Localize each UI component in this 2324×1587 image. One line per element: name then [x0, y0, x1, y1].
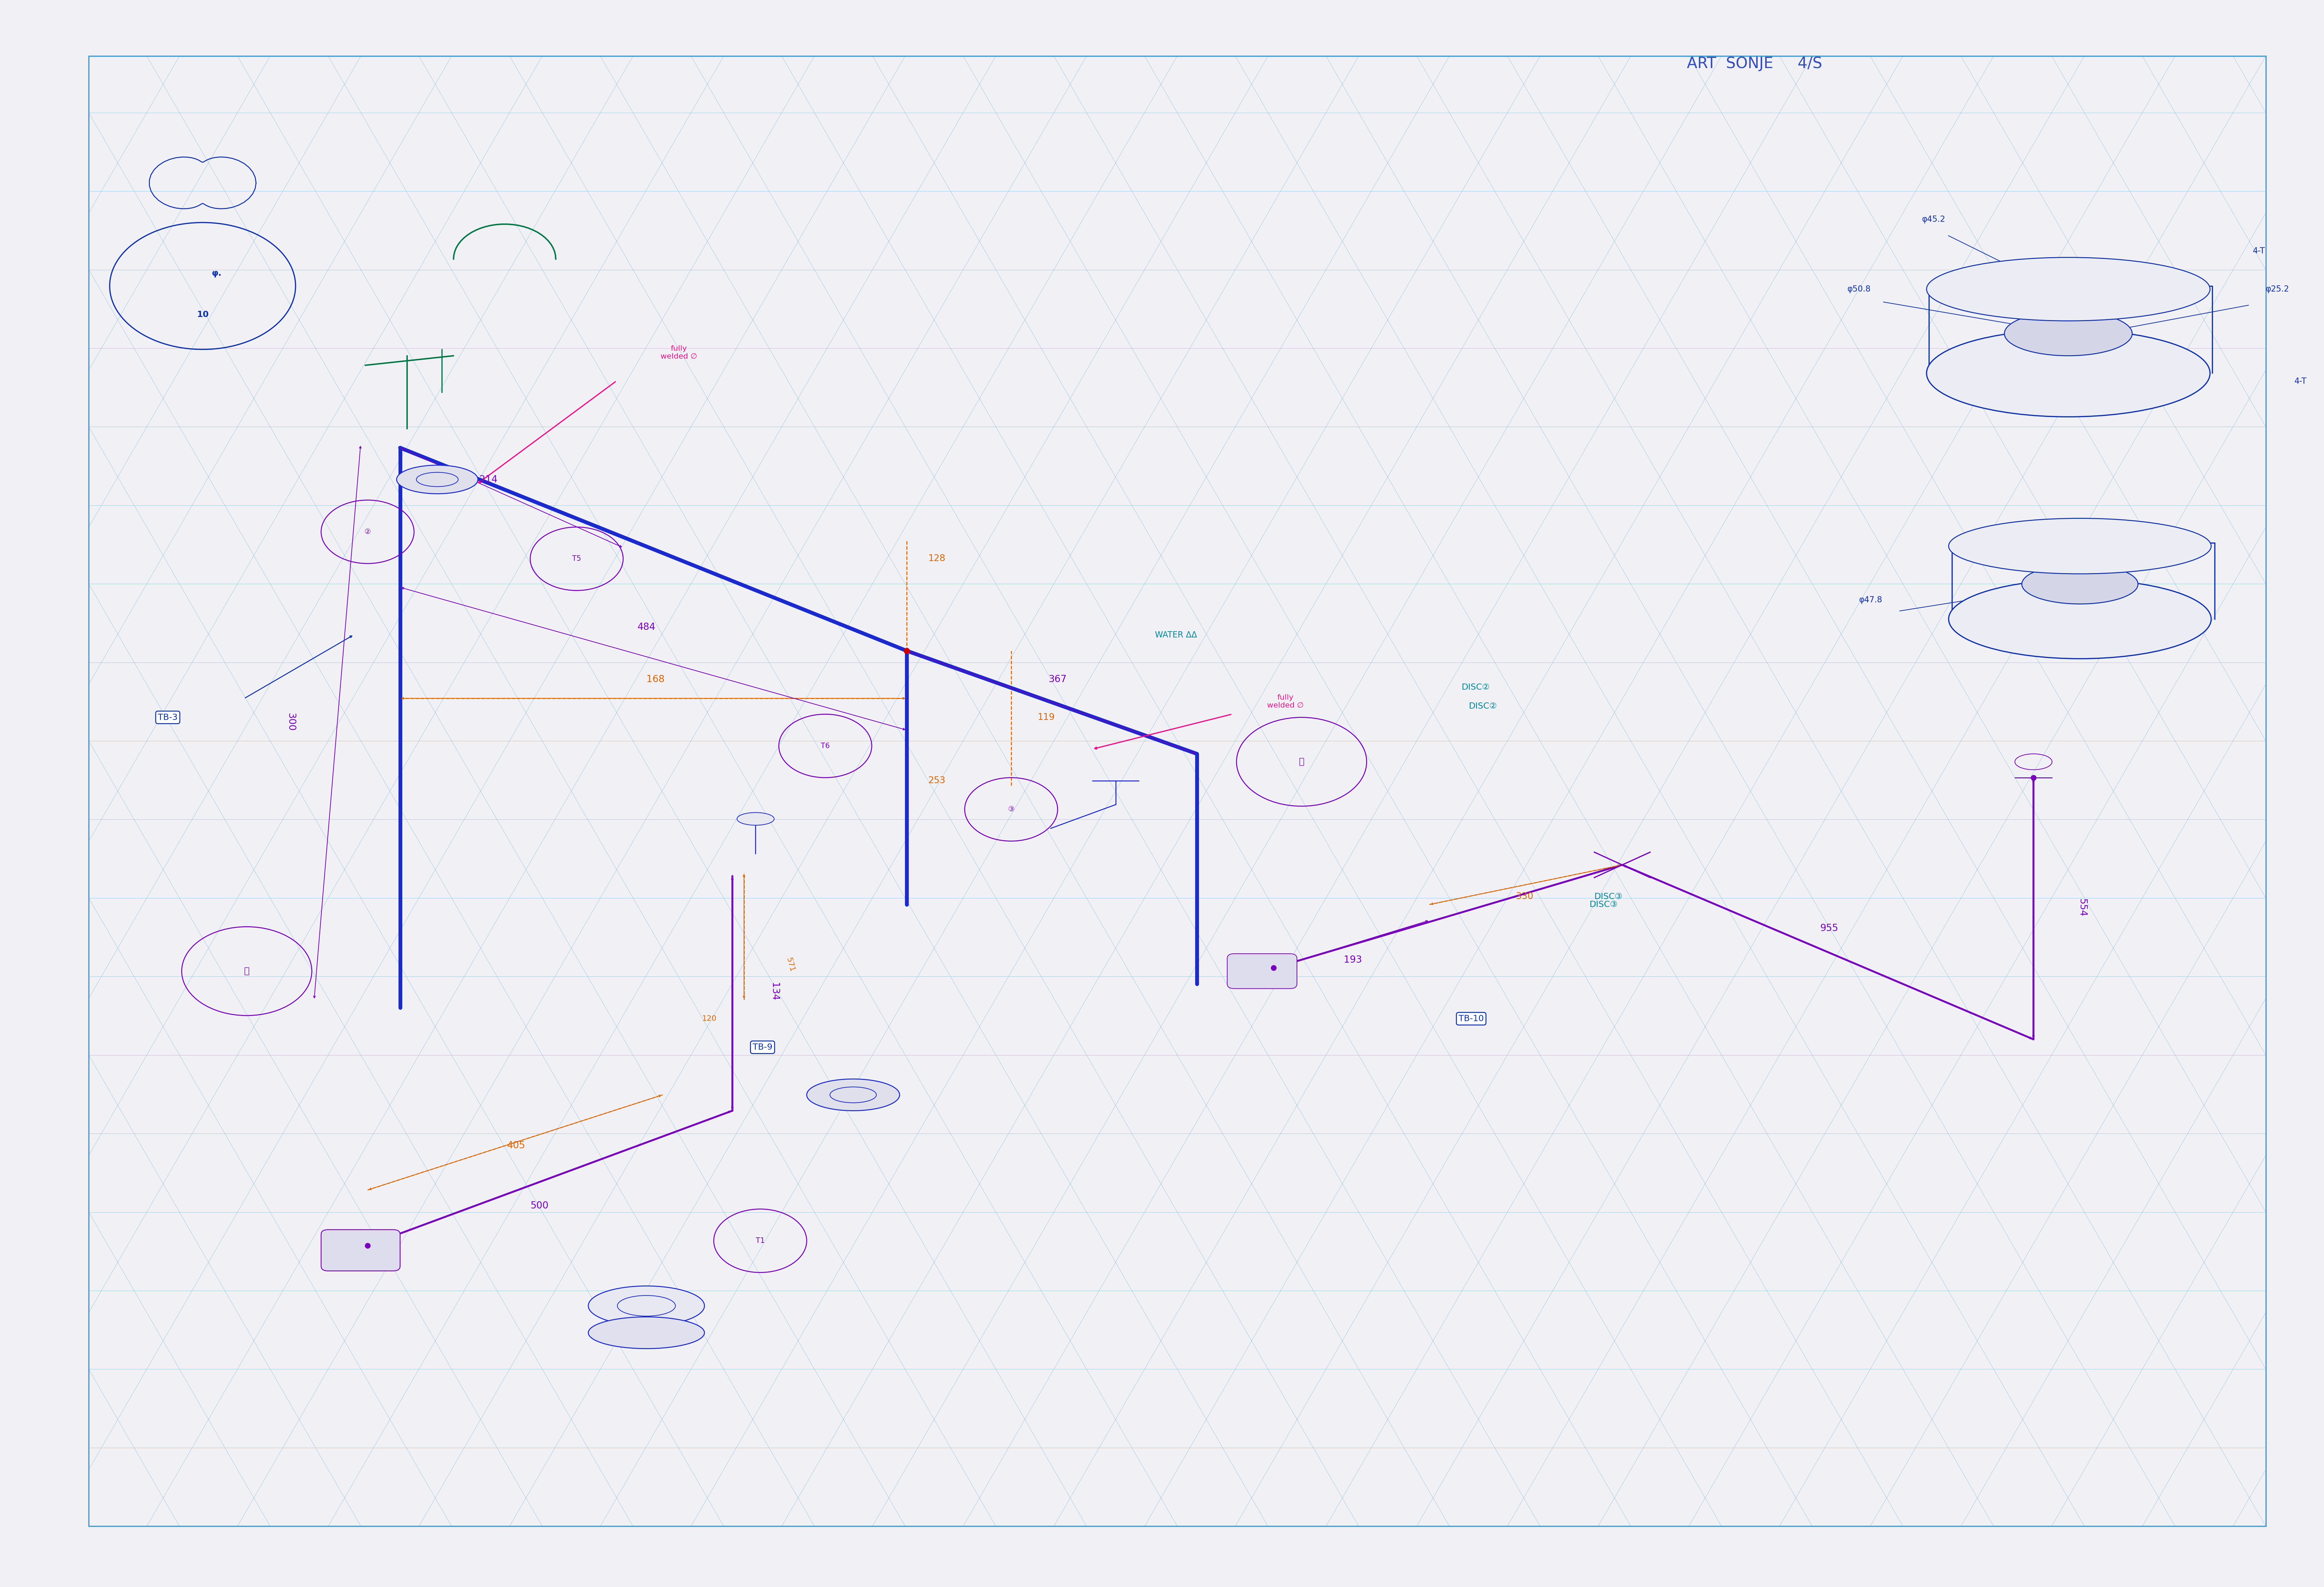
Ellipse shape: [1948, 579, 2210, 659]
Text: DISC③: DISC③: [1590, 900, 1618, 909]
Text: ②: ②: [365, 528, 372, 535]
Text: 128: 128: [927, 554, 946, 563]
Text: TB-3: TB-3: [158, 713, 177, 722]
Text: ART  SONJE     4/S: ART SONJE 4/S: [1687, 57, 1822, 71]
Text: 500: 500: [530, 1201, 548, 1211]
Text: fully
welded ∅: fully welded ∅: [1267, 694, 1304, 709]
Text: 571: 571: [786, 957, 795, 973]
Ellipse shape: [588, 1317, 704, 1349]
Text: DISC③: DISC③: [1594, 892, 1622, 901]
Text: ⑪: ⑪: [244, 966, 249, 976]
Text: 193: 193: [1343, 955, 1362, 965]
Text: φ25.2: φ25.2: [2266, 286, 2289, 294]
Text: 168: 168: [646, 674, 665, 684]
Text: 330: 330: [1515, 892, 1534, 901]
Ellipse shape: [588, 1285, 704, 1325]
Text: fully
welded ∅: fully welded ∅: [660, 344, 697, 360]
FancyBboxPatch shape: [321, 1230, 400, 1271]
Text: 214: 214: [479, 475, 497, 484]
Text: 120: 120: [702, 1016, 716, 1022]
Text: T1: T1: [755, 1238, 765, 1244]
Text: 554: 554: [2078, 898, 2087, 917]
Ellipse shape: [806, 1079, 899, 1111]
Text: ③: ③: [1009, 806, 1013, 813]
Text: TB-9: TB-9: [753, 1043, 772, 1052]
Ellipse shape: [2003, 311, 2131, 355]
Ellipse shape: [2022, 565, 2138, 605]
Text: WATER ΔΔ: WATER ΔΔ: [1155, 630, 1197, 640]
Text: φ.: φ.: [211, 270, 221, 278]
Text: 300: 300: [286, 713, 295, 732]
Text: T6: T6: [820, 743, 830, 749]
Text: DISC②: DISC②: [1469, 701, 1497, 711]
FancyBboxPatch shape: [1227, 954, 1297, 989]
Text: DISC②: DISC②: [1462, 682, 1490, 692]
Text: 955: 955: [1820, 924, 1838, 933]
Text: TB-10: TB-10: [1459, 1014, 1483, 1024]
Text: 405: 405: [507, 1141, 525, 1151]
Text: ⑫: ⑫: [1299, 757, 1304, 767]
Text: 4-T: 4-T: [2294, 378, 2305, 386]
Text: 119: 119: [1037, 713, 1055, 722]
Text: 253: 253: [927, 776, 946, 786]
Text: 134: 134: [769, 982, 779, 1001]
Ellipse shape: [1927, 330, 2210, 417]
Text: 4-T: 4-T: [2252, 248, 2264, 256]
Text: φ50.8: φ50.8: [1848, 286, 1871, 294]
Ellipse shape: [1948, 519, 2210, 574]
Text: T5: T5: [572, 555, 581, 562]
Text: 367: 367: [1048, 674, 1067, 684]
Ellipse shape: [1927, 257, 2210, 321]
Text: 10: 10: [198, 311, 209, 319]
Ellipse shape: [397, 465, 479, 494]
Text: φ47.8: φ47.8: [1859, 595, 1882, 605]
Ellipse shape: [737, 813, 774, 825]
Text: 484: 484: [637, 622, 655, 632]
Text: φ45.2: φ45.2: [1922, 216, 1945, 224]
